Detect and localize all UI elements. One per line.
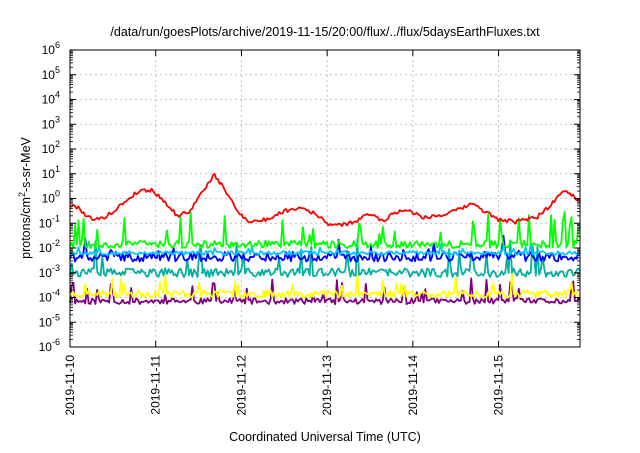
y-tick-label: 101 bbox=[42, 164, 60, 181]
y-tick-label: 105 bbox=[42, 65, 60, 82]
y-axis: 10-6 10-5 10-4 10-3 10-2 10-1 100 101 102 103 104 1… bbox=[39, 40, 580, 354]
series-line bbox=[69, 210, 581, 249]
series-line bbox=[69, 272, 581, 299]
y-tick-label: 10-3 bbox=[39, 263, 60, 280]
x-tick-label: 2019-11-15 bbox=[492, 355, 506, 416]
y-tick-label: 10-5 bbox=[39, 312, 60, 329]
series-line bbox=[69, 234, 581, 263]
y-tick-label: 10-2 bbox=[39, 238, 60, 255]
x-axis: 2019-11-10 2019-11-11 2019-11-12 2019-11-13… bbox=[63, 50, 506, 416]
y-axis-label: protons/cm2-s-sr-MeV bbox=[17, 136, 33, 258]
y-tick-label: 10-1 bbox=[39, 213, 60, 230]
series-line bbox=[69, 277, 581, 306]
y-tick-label: 100 bbox=[42, 189, 60, 206]
x-tick-label: 2019-11-12 bbox=[234, 355, 248, 416]
series-line bbox=[69, 238, 581, 279]
y-tick-label: 103 bbox=[42, 114, 60, 131]
y-tick-label: 104 bbox=[42, 90, 60, 107]
y-tick-label: 10-6 bbox=[39, 337, 60, 354]
chart-title: /data/run/goesPlots/archive/2019-11-15/2… bbox=[110, 25, 540, 39]
series-layer bbox=[69, 172, 581, 306]
x-tick-label: 2019-11-13 bbox=[320, 355, 334, 416]
x-tick-label: 2019-11-14 bbox=[406, 355, 420, 416]
series-line bbox=[69, 172, 581, 227]
x-tick-label: 2019-11-11 bbox=[149, 355, 163, 415]
y-tick-label: 102 bbox=[42, 139, 60, 156]
x-tick-label: 2019-11-10 bbox=[63, 355, 77, 416]
y-tick-label: 106 bbox=[42, 40, 60, 57]
x-axis-label: Coordinated Universal Time (UTC) bbox=[229, 430, 421, 444]
series-line bbox=[69, 243, 581, 256]
y-tick-label: 10-4 bbox=[39, 288, 60, 305]
